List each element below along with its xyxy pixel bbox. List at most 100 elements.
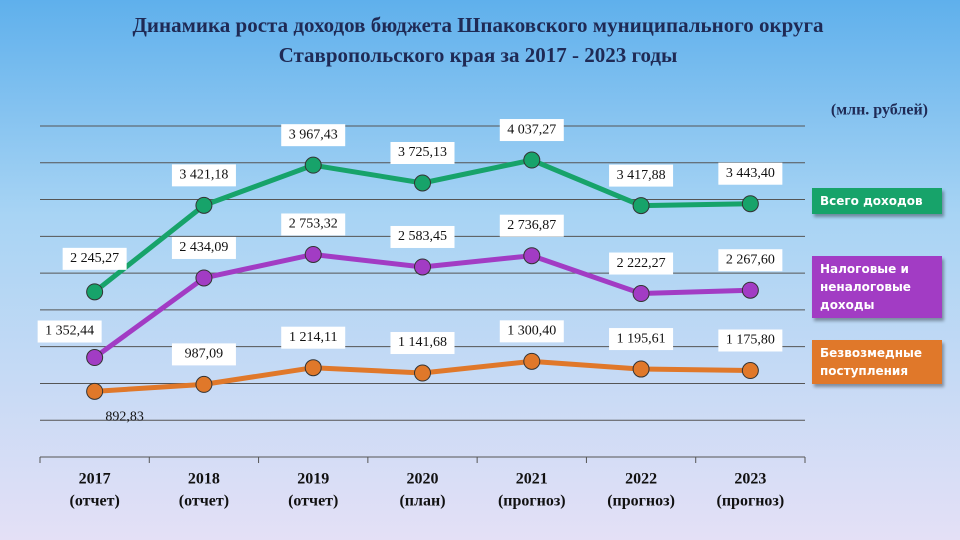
value-label: 1 300,40 [507,324,556,339]
label-bg [171,164,236,187]
data-point [741,362,759,380]
value-label-box: 2 736,87 [499,214,564,237]
legend-entry: Всего доходов [812,188,942,214]
value-label-box: 1 175,80 [718,329,783,352]
label-bg [609,328,674,351]
x-tick-label: 2020 [407,471,439,488]
label-bg [499,320,564,343]
data-point [86,349,104,367]
legend-entry: Налоговые и неналоговые доходы [812,256,942,318]
x-tick-label: (прогноз) [607,493,675,510]
data-point [632,285,650,303]
data-point [741,281,759,299]
x-tick-label: (план) [399,493,445,510]
value-label: 892,83 [105,410,144,425]
data-point [632,197,650,215]
x-tick-label: (отчет) [288,493,338,510]
value-label-box: 2 434,09 [171,236,236,259]
label-bg [499,214,564,237]
data-point [304,245,322,263]
value-label: 987,09 [185,347,224,362]
value-label-box: 3 417,88 [609,164,674,187]
value-label-box: 892,83 [105,410,144,425]
data-point [195,375,213,393]
value-label: 4 037,27 [507,122,556,137]
value-label-box: 1 141,68 [390,332,455,355]
value-label-box: 3 725,13 [390,141,455,164]
x-tick-label: 2018 [188,471,220,488]
value-label: 2 753,32 [289,217,338,232]
label-bg [609,164,674,187]
value-label-box: 1 300,40 [499,320,564,343]
value-label: 1 352,44 [45,324,94,339]
value-label-box: 3 967,43 [281,124,346,147]
label-bg [718,329,783,352]
value-label: 1 175,80 [726,333,775,348]
data-point [86,382,104,400]
unit-label: (млн. рублей) [831,102,928,119]
label-bg [499,119,564,142]
data-point [86,283,104,301]
data-point [414,258,431,276]
x-tick-label: 2021 [516,471,548,488]
x-tick-label: (прогноз) [498,493,566,510]
value-label-box: 2 753,32 [281,213,346,236]
data-point [523,247,541,265]
value-label: 2 222,27 [617,256,666,271]
value-label-box: 2 222,27 [609,252,674,275]
data-point [632,360,650,378]
chart-title: Ставропольского края за 2017 - 2023 годы [279,43,678,67]
label-bg [281,213,346,236]
value-label: 1 195,61 [617,331,666,346]
data-point [414,174,431,192]
value-label: 1 141,68 [398,335,447,350]
value-label: 2 583,45 [398,229,447,244]
value-label: 2 245,27 [70,251,119,266]
value-label: 3 417,88 [617,168,666,183]
x-tick-label: (отчет) [69,493,119,510]
value-label-box: 3 421,18 [171,164,236,187]
value-label-box: 1 214,11 [281,326,346,349]
value-label-box: 2 267,60 [718,249,783,272]
data-point [304,359,322,377]
label-bg [718,162,783,185]
value-label-box: 1 352,44 [37,320,102,343]
value-label: 3 443,40 [726,166,775,181]
x-tick-label: 2023 [734,471,766,488]
value-label-box: 2 245,27 [62,247,127,270]
value-label-box: 2 583,45 [390,225,455,248]
data-point [523,151,541,169]
legend-entry: Безвозмедные поступления [812,340,942,384]
value-label: 1 214,11 [289,330,337,345]
label-bg [171,343,236,366]
data-point [741,195,759,213]
value-label-box: 987,09 [171,343,236,366]
data-point [195,196,213,214]
value-label: 3 421,18 [179,168,228,183]
data-point [304,156,322,174]
label-bg [609,252,674,275]
data-point [523,352,541,370]
data-point [414,364,431,382]
value-label: 2 434,09 [179,240,228,255]
label-bg [281,326,346,349]
label-bg [171,236,236,259]
value-label-box: 3 443,40 [718,162,783,185]
data-point [195,269,213,287]
x-tick-label: 2019 [297,471,329,488]
x-tick-label: 2022 [625,471,657,488]
label-bg [281,124,346,147]
value-label: 3 967,43 [289,127,338,142]
value-label-box: 4 037,27 [499,119,564,142]
label-bg [390,225,455,248]
label-bg [718,249,783,272]
label-bg [390,332,455,355]
value-label: 2 736,87 [507,218,556,233]
x-tick-label: (прогноз) [717,493,785,510]
value-label-box: 1 195,61 [609,328,674,351]
label-bg [37,320,102,343]
chart-title: Динамика роста доходов бюджета Шпаковско… [132,13,824,37]
x-tick-label: 2017 [79,471,111,488]
